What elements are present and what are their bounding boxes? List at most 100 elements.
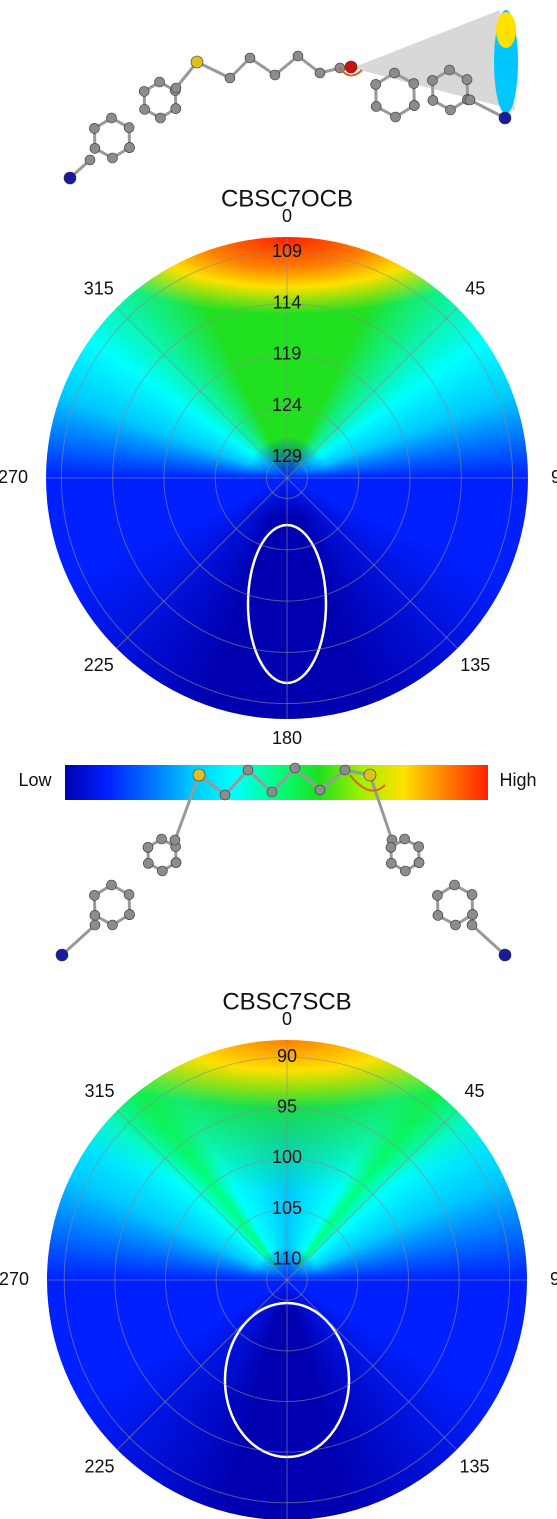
atom: [414, 858, 424, 868]
colorbar-low-label: Low: [18, 770, 52, 790]
radial-tick-label: 114: [273, 292, 302, 312]
atom: [107, 880, 117, 890]
angle-tick-label: 315: [84, 279, 114, 299]
atom: [386, 842, 396, 852]
angle-tick-label: 270: [0, 1269, 29, 1289]
atom: [107, 920, 117, 930]
atom: [124, 123, 134, 133]
atom: [139, 86, 149, 96]
atom: [89, 123, 99, 133]
angular-grid-line: [117, 1280, 287, 1450]
angular-grid-line: [287, 478, 457, 648]
atom: [433, 910, 443, 920]
atom: [468, 910, 478, 920]
radial-tick-label: 129: [272, 446, 302, 466]
atom: [465, 95, 475, 105]
atom: [171, 83, 181, 93]
angle-tick-label: 0: [282, 1009, 292, 1029]
atom: [450, 880, 460, 890]
angle-tick-label: 0: [282, 206, 292, 226]
radial-tick-label: 124: [272, 395, 302, 415]
atom: [267, 787, 277, 797]
colorbar-high-label: High: [499, 770, 536, 790]
atom: [432, 890, 442, 900]
figure: Low High CBSC7OCB04590135180225270315109…: [0, 0, 557, 1519]
atom: [270, 70, 280, 80]
atom: [171, 858, 181, 868]
angle-tick-label: 45: [465, 1081, 485, 1101]
atom: [315, 68, 325, 78]
atom: [391, 112, 401, 122]
angular-grid-line: [117, 308, 287, 478]
angle-tick-label: 90: [551, 467, 557, 487]
atom: [409, 101, 419, 111]
atom: [171, 104, 181, 114]
radial-tick-label: 119: [273, 344, 302, 364]
atom: [371, 101, 381, 111]
atom: [124, 890, 134, 900]
atom: [467, 890, 477, 900]
atom: [340, 765, 350, 775]
overlay: Low High CBSC7OCB04590135180225270315109…: [0, 0, 557, 1519]
angular-grid-line: [287, 308, 457, 478]
bond: [175, 775, 199, 840]
atom: [56, 949, 68, 961]
atom: [467, 920, 477, 930]
atom: [125, 143, 135, 153]
bond: [472, 925, 505, 955]
atom: [245, 53, 255, 63]
atom: [90, 910, 100, 920]
angle-tick-label: 225: [84, 1456, 114, 1476]
angular-grid-line: [287, 1280, 457, 1450]
atom: [345, 61, 357, 73]
atom: [90, 920, 100, 930]
radial-tick-label: 100: [272, 1147, 302, 1167]
atom: [427, 75, 437, 85]
atom: [462, 75, 472, 85]
atom: [170, 835, 180, 845]
atom: [499, 949, 511, 961]
atom: [293, 51, 303, 61]
atom: [225, 73, 235, 83]
atom: [89, 890, 99, 900]
angle-tick-label: 45: [465, 279, 485, 299]
atom: [409, 79, 419, 89]
angle-tick-label: 135: [460, 1456, 490, 1476]
atom: [428, 95, 438, 105]
bond: [62, 925, 95, 955]
atom: [371, 79, 381, 89]
atom: [155, 77, 165, 87]
cone-end-top: [496, 12, 516, 48]
atom: [386, 858, 396, 868]
angle-tick-label: 90: [550, 1269, 557, 1289]
angle-tick-label: 270: [0, 467, 28, 487]
atom: [290, 763, 300, 773]
atom: [389, 68, 399, 78]
atom: [157, 866, 167, 876]
atom: [191, 56, 203, 68]
angular-grid-line: [117, 478, 287, 648]
angle-tick-label: 315: [84, 1081, 114, 1101]
atom: [155, 113, 165, 123]
atom: [445, 65, 455, 75]
atom: [414, 842, 424, 852]
atom: [364, 769, 376, 781]
angle-tick-label: 180: [272, 728, 302, 748]
angle-tick-label: 225: [84, 655, 114, 675]
angle-tick-label: 135: [460, 655, 490, 675]
atom: [107, 153, 117, 163]
atom: [400, 834, 410, 844]
radial-tick-label: 90: [277, 1046, 297, 1066]
atom: [315, 785, 325, 795]
atom: [125, 910, 135, 920]
atom: [445, 105, 455, 115]
atom: [143, 858, 153, 868]
atom: [64, 172, 76, 184]
angular-grid-line: [287, 1110, 457, 1280]
atom: [107, 113, 117, 123]
atom: [243, 765, 253, 775]
atom: [193, 769, 205, 781]
radial-tick-label: 109: [272, 241, 302, 261]
radial-tick-label: 95: [277, 1097, 297, 1117]
atom: [157, 834, 167, 844]
